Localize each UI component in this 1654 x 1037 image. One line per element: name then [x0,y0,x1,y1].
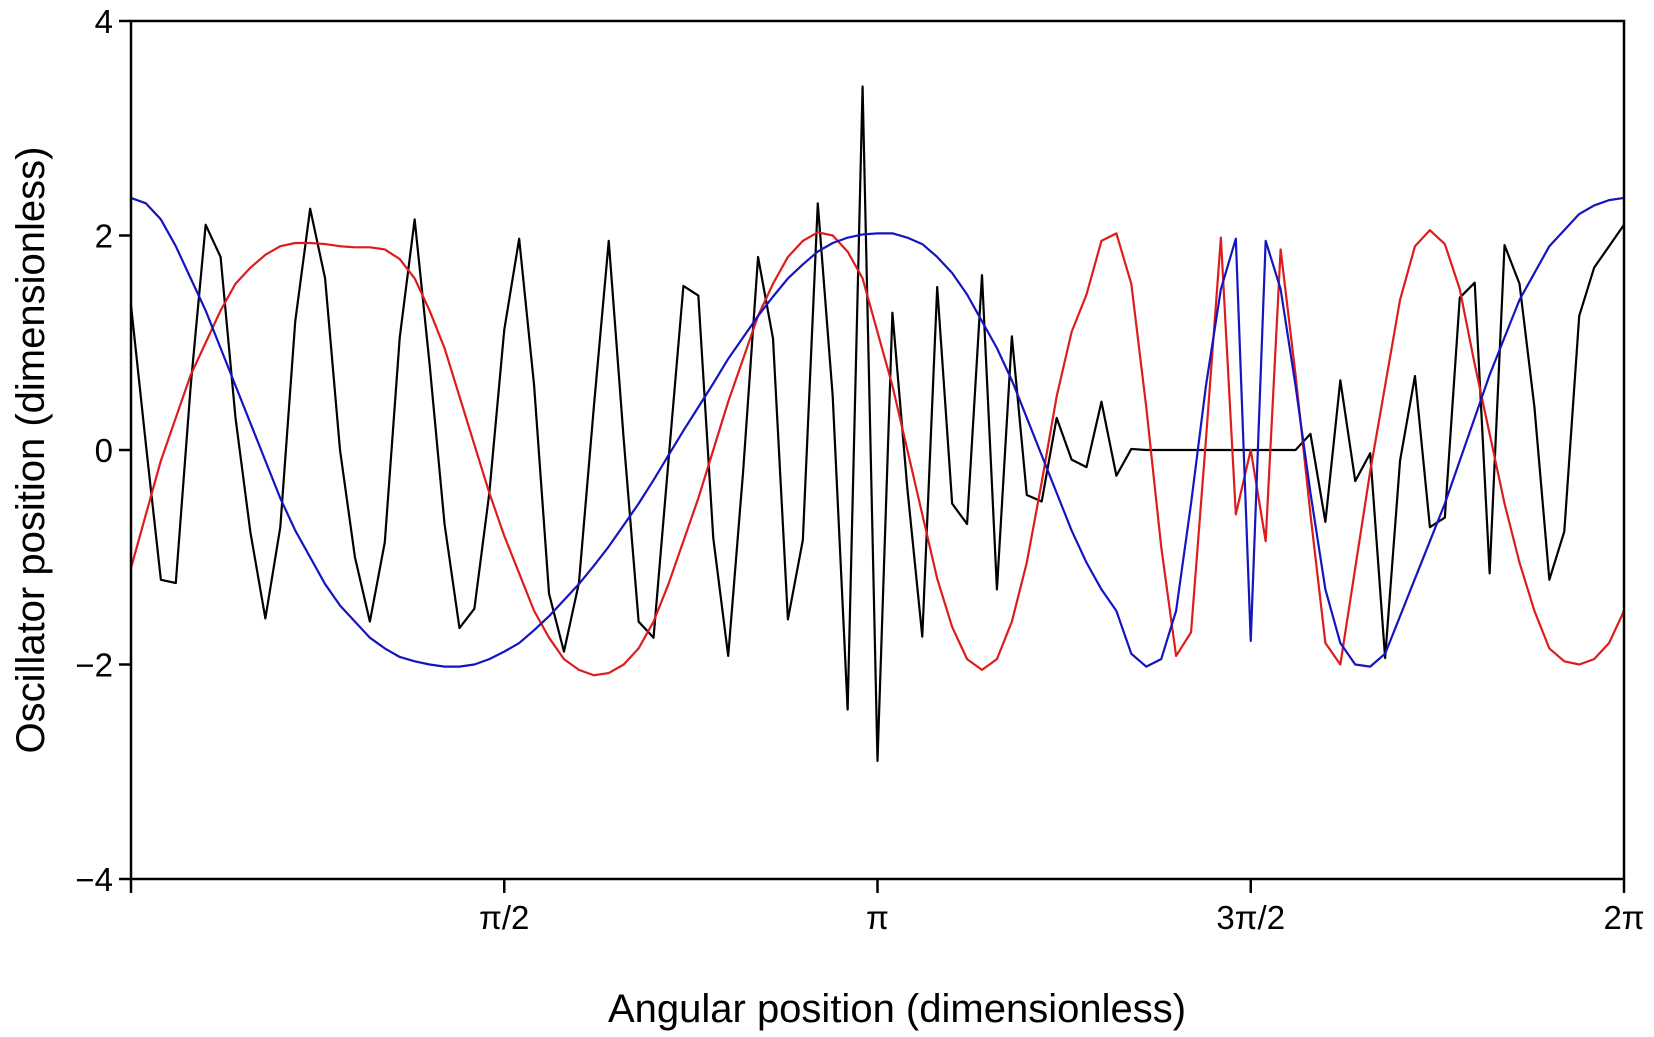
y-tick-label: 2 [95,218,113,255]
y-tick-label: 0 [95,432,113,469]
x-tick-label: 2π [1603,899,1644,936]
y-axis-label: Oscillator position (dimensionless) [9,147,53,754]
x-tick-label: π/2 [479,899,529,936]
x-tick-label: π [866,899,889,936]
x-axis-label: Angular position (dimensionless) [608,987,1186,1031]
y-tick-label: −2 [75,647,113,684]
x-tick-label: 3π/2 [1216,899,1285,936]
data-line [129,229,1625,677]
y-tick-label: −4 [75,861,113,898]
y-tick-label: 4 [95,3,113,40]
data-line [129,85,1625,763]
data-line [130,196,1625,668]
